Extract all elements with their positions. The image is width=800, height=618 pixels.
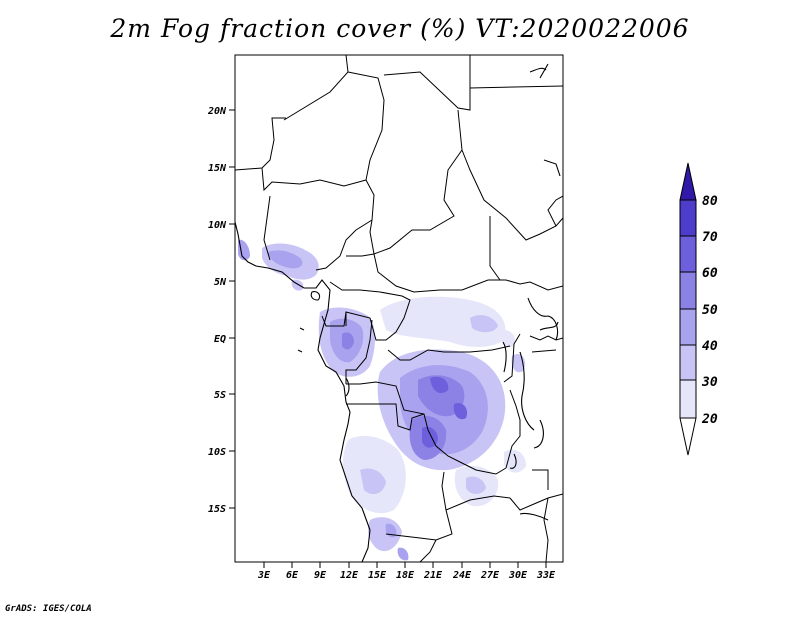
lon-tick-label: 24E (452, 570, 472, 581)
lat-tick: 15S (208, 504, 235, 515)
colorbar-label: 40 (702, 339, 718, 354)
lon-tick: 6E (286, 562, 299, 581)
lat-tick: 5S (214, 390, 235, 401)
map-frame (234, 54, 564, 563)
lon-tick: 12E (340, 562, 359, 581)
lon-tick-label: 27E (480, 570, 500, 581)
colorbar-label: 70 (702, 230, 718, 245)
fog-shading (238, 239, 526, 561)
country-borders (235, 55, 563, 562)
lat-tick-label: 15S (208, 504, 226, 515)
credit-label: GrADS: IGES/COLA (5, 604, 92, 614)
lat-tick-label: 15N (208, 163, 227, 174)
lon-tick-label: 21E (423, 570, 443, 581)
lat-tick-label: 10S (208, 447, 226, 458)
lat-axis: 20N 15N 10N 5N EQ 5S 10S 15S (207, 106, 235, 515)
colorbar-label: 60 (702, 266, 718, 281)
lon-tick-label: 33E (536, 570, 556, 581)
lon-tick: 9E (314, 562, 327, 581)
colorbar-low-arrow (679, 417, 697, 456)
colorbar-bin (679, 199, 697, 237)
lat-tick-label: 5S (214, 390, 226, 401)
colorbar-bin (679, 379, 697, 419)
lon-tick-label: 3E (257, 570, 271, 581)
lon-axis: 3E 6E 9E 12E 15E 18E 21E 24E 27E 30E 33E (257, 562, 556, 581)
lat-tick-label: 10N (208, 220, 227, 231)
colorbar-label: 30 (701, 375, 718, 390)
lon-tick: 15E (368, 562, 387, 581)
lon-tick-label: 9E (314, 570, 327, 581)
lon-tick-label: 15E (368, 570, 387, 581)
lon-tick: 30E (508, 562, 528, 581)
colorbar-label: 50 (702, 303, 718, 318)
lon-tick-label: 6E (286, 570, 299, 581)
lat-tick-label: 5N (214, 277, 227, 288)
colorbar-label: 80 (702, 194, 718, 209)
coastline (235, 63, 561, 562)
colorbar: 20 30 40 50 60 70 80 (679, 162, 718, 456)
colorbar-bin (679, 235, 697, 273)
lon-tick-label: 18E (396, 570, 415, 581)
lat-tick-label: 20N (207, 106, 227, 117)
lat-tick: 20N (207, 106, 235, 117)
lon-tick: 18E (396, 562, 415, 581)
lat-tick: 10N (208, 220, 235, 231)
lat-tick-label: EQ (214, 334, 226, 345)
lon-tick-label: 12E (340, 570, 359, 581)
lon-tick: 33E (536, 562, 556, 581)
lon-tick-label: 30E (508, 570, 528, 581)
lon-tick: 21E (423, 562, 443, 581)
colorbar-high-arrow (679, 162, 697, 201)
lat-tick: 5N (214, 277, 235, 288)
colorbar-label: 20 (701, 412, 718, 427)
lat-tick: 15N (208, 163, 235, 174)
lat-tick: EQ (214, 334, 235, 345)
lon-tick: 24E (452, 562, 472, 581)
lat-tick: 10S (208, 447, 235, 458)
lon-tick: 27E (480, 562, 500, 581)
lon-tick: 3E (257, 562, 271, 581)
colorbar-bin (679, 308, 697, 346)
map-title: 2m Fog fraction cover (%) VT:2020022006 (110, 14, 690, 43)
colorbar-bin (679, 271, 697, 310)
colorbar-bin (679, 344, 697, 381)
